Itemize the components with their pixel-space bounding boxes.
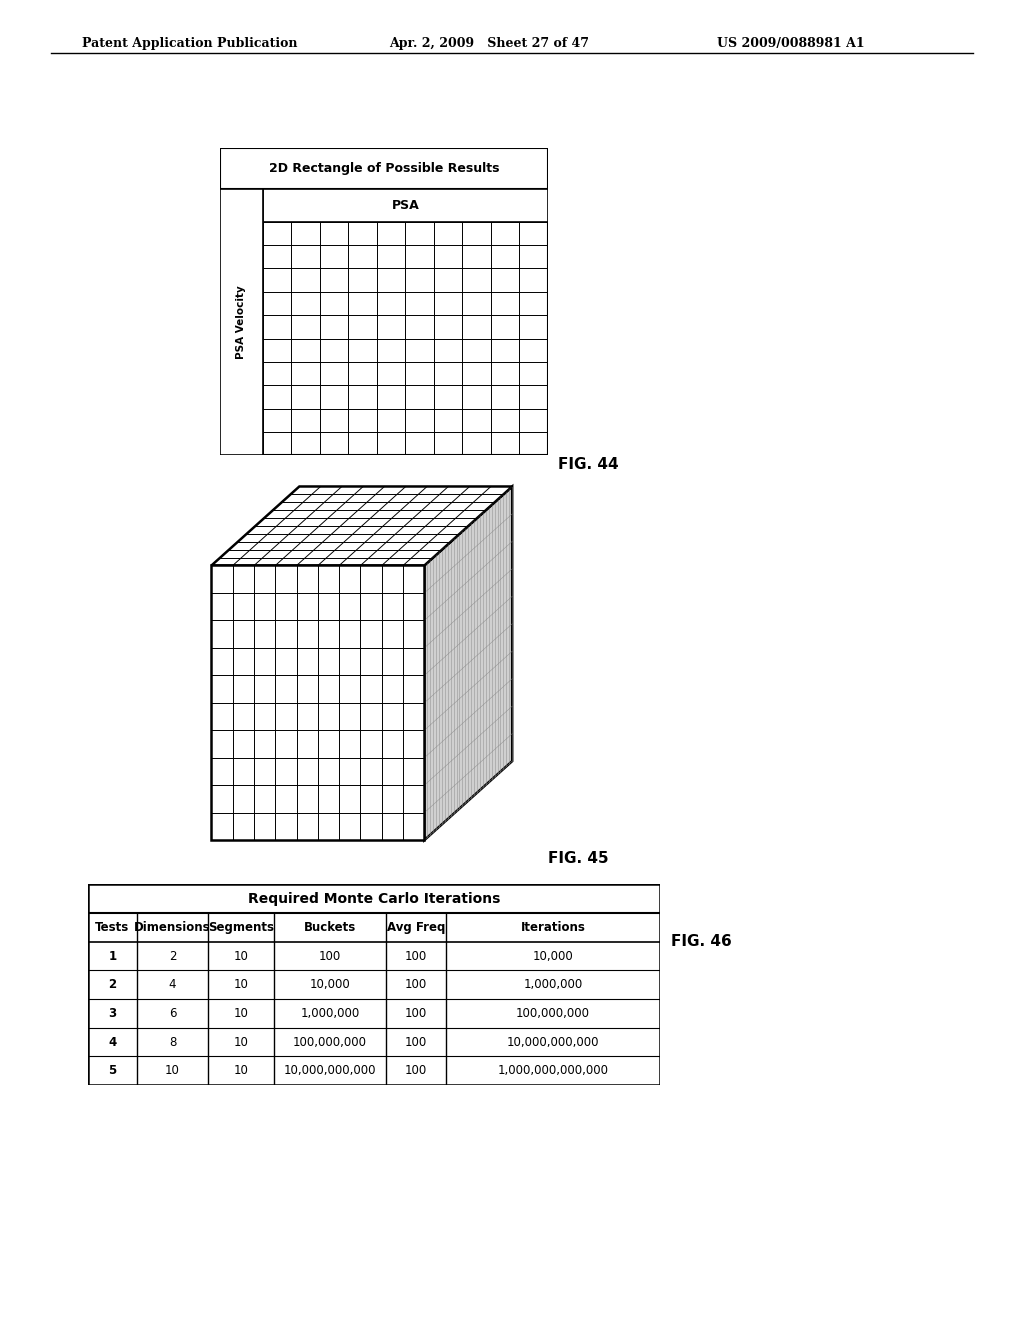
Text: 2: 2 <box>169 949 176 962</box>
Text: 4: 4 <box>109 1036 117 1048</box>
Text: 100,000,000: 100,000,000 <box>293 1036 367 1048</box>
FancyBboxPatch shape <box>263 189 548 222</box>
Text: 100: 100 <box>404 1036 427 1048</box>
Text: FIG. 46: FIG. 46 <box>671 933 731 949</box>
Text: US 2009/0088981 A1: US 2009/0088981 A1 <box>717 37 864 50</box>
Text: PSA: PSA <box>391 199 419 213</box>
Text: 10: 10 <box>165 1064 180 1077</box>
Text: 10,000: 10,000 <box>532 949 573 962</box>
Text: 1,000,000,000,000: 1,000,000,000,000 <box>498 1064 608 1077</box>
Text: FIG. 45: FIG. 45 <box>548 851 608 866</box>
FancyBboxPatch shape <box>220 148 548 455</box>
Text: 10: 10 <box>233 1064 249 1077</box>
Text: 1: 1 <box>109 949 117 962</box>
Text: 10,000,000,000: 10,000,000,000 <box>507 1036 599 1048</box>
Text: Apr. 2, 2009   Sheet 27 of 47: Apr. 2, 2009 Sheet 27 of 47 <box>389 37 589 50</box>
FancyBboxPatch shape <box>88 884 660 1085</box>
Text: 1,000,000: 1,000,000 <box>300 1007 359 1020</box>
Text: 10,000: 10,000 <box>309 978 350 991</box>
Text: 8: 8 <box>169 1036 176 1048</box>
Text: 10: 10 <box>233 978 249 991</box>
FancyBboxPatch shape <box>220 148 548 189</box>
Text: Avg Freq: Avg Freq <box>387 921 445 933</box>
Text: 3: 3 <box>109 1007 117 1020</box>
Text: 100: 100 <box>404 978 427 991</box>
Text: Buckets: Buckets <box>304 921 356 933</box>
Text: Dimensions: Dimensions <box>134 921 211 933</box>
Text: Iterations: Iterations <box>521 921 586 933</box>
Text: 1,000,000: 1,000,000 <box>523 978 583 991</box>
Text: 10,000,000,000: 10,000,000,000 <box>284 1064 376 1077</box>
Text: FIG. 44: FIG. 44 <box>558 457 618 471</box>
Text: 100: 100 <box>318 949 341 962</box>
Text: 5: 5 <box>109 1064 117 1077</box>
Polygon shape <box>212 487 512 565</box>
Text: Segments: Segments <box>208 921 274 933</box>
Text: 10: 10 <box>233 949 249 962</box>
FancyBboxPatch shape <box>220 189 263 455</box>
Text: Required Monte Carlo Iterations: Required Monte Carlo Iterations <box>248 892 501 906</box>
Text: 2D Rectangle of Possible Results: 2D Rectangle of Possible Results <box>268 162 500 176</box>
Text: 2: 2 <box>109 978 117 991</box>
Text: Tests: Tests <box>95 921 129 933</box>
Text: 10: 10 <box>233 1007 249 1020</box>
Polygon shape <box>212 565 424 840</box>
Text: 4: 4 <box>169 978 176 991</box>
Text: 100: 100 <box>404 949 427 962</box>
Polygon shape <box>424 487 512 840</box>
Text: Patent Application Publication: Patent Application Publication <box>82 37 297 50</box>
Text: 10: 10 <box>233 1036 249 1048</box>
Text: 6: 6 <box>169 1007 176 1020</box>
Text: 100: 100 <box>404 1064 427 1077</box>
Text: PSA Velocity: PSA Velocity <box>237 285 247 359</box>
Text: 100: 100 <box>404 1007 427 1020</box>
Text: 100,000,000: 100,000,000 <box>516 1007 590 1020</box>
